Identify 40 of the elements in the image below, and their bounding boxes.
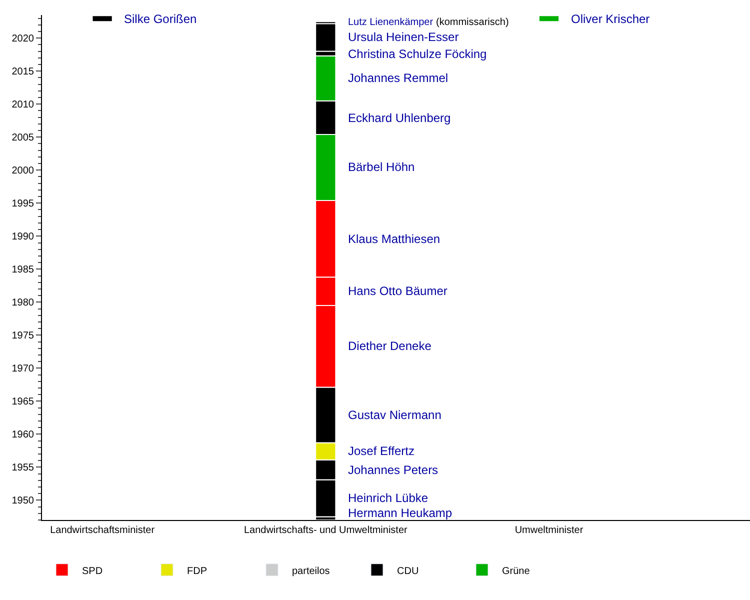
series-label: Oliver Krischer	[571, 12, 650, 26]
annotation: (kommissarisch)	[436, 17, 509, 28]
series-label: Klaus Matthiesen	[348, 232, 440, 246]
series-label: Gustav Niermann	[348, 408, 442, 422]
y-tick-label: 1980	[12, 298, 34, 309]
series-label: Ursula Heinen-Esser	[348, 30, 459, 44]
y-tick-label: 1970	[12, 364, 34, 375]
legend-label: parteilos	[292, 566, 330, 577]
series-label: Hermann Heukamp	[348, 506, 452, 520]
series-label: Lutz Lienenkämper	[348, 17, 434, 28]
series-label: Josef Effertz	[348, 444, 414, 458]
series-label: Silke Gorißen	[124, 12, 197, 26]
y-tick-label: 1995	[12, 198, 34, 210]
series-label: Johannes Remmel	[348, 71, 448, 85]
series-label: Eckhard Uhlenberg	[348, 111, 451, 125]
series-label: Hans Otto Bäumer	[348, 284, 448, 298]
y-tick-label: 1990	[12, 232, 34, 243]
legend-label: SPD	[82, 566, 103, 577]
y-tick-label: 1965	[12, 396, 34, 408]
y-tick-label: 2000	[12, 166, 34, 177]
y-tick-label: 1985	[12, 264, 34, 276]
y-tick-label: 1975	[12, 330, 34, 342]
legend-label: CDU	[397, 566, 419, 577]
y-tick-label: 2010	[12, 100, 34, 111]
y-tick-label: 2020	[12, 34, 34, 45]
series-label: Johannes Peters	[348, 463, 438, 477]
x-tick-label: Umweltminister	[514, 525, 584, 536]
legend-label: FDP	[187, 566, 208, 577]
series-label: Diether Deneke	[348, 339, 432, 353]
series-label: Bärbel Höhn	[348, 160, 415, 174]
y-tick-label: 1950	[12, 496, 34, 507]
x-tick-label: Landwirtschaftsminister	[50, 525, 156, 536]
y-tick-label: 2015	[12, 66, 34, 78]
series-label: Christina Schulze Föcking	[348, 47, 487, 61]
x-tick-label: Landwirtschafts- und Umweltminister	[244, 525, 408, 536]
legend-label: Grüne	[502, 566, 530, 577]
y-tick-label: 1955	[12, 462, 34, 474]
series-label: Heinrich Lübke	[348, 491, 428, 505]
y-tick-label: 2005	[12, 132, 34, 144]
y-tick-label: 1960	[12, 430, 34, 441]
